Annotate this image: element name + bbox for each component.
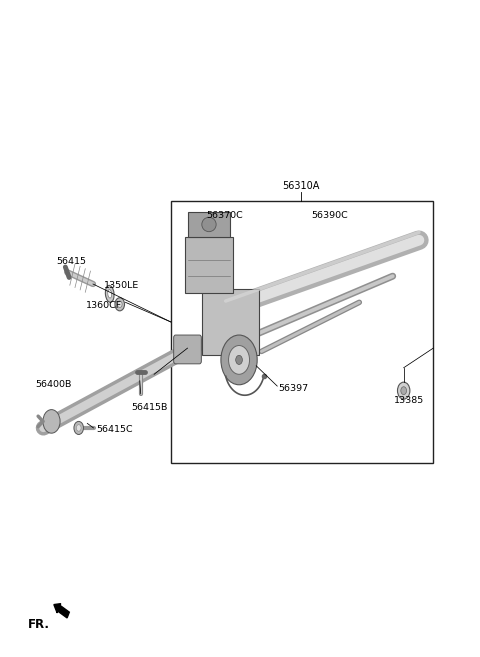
Circle shape	[74, 421, 84, 434]
Text: 56310A: 56310A	[282, 181, 320, 191]
Ellipse shape	[108, 290, 112, 298]
Text: 1360CF: 1360CF	[86, 301, 122, 310]
Text: 56415B: 56415B	[131, 403, 168, 411]
Text: 56397: 56397	[278, 384, 308, 393]
Circle shape	[76, 424, 81, 431]
Circle shape	[43, 409, 60, 433]
Circle shape	[401, 387, 407, 395]
Text: 56415C: 56415C	[96, 425, 132, 434]
Circle shape	[228, 346, 250, 374]
FancyBboxPatch shape	[185, 237, 233, 292]
FancyBboxPatch shape	[188, 212, 230, 237]
Ellipse shape	[105, 285, 114, 302]
Text: 56370C: 56370C	[206, 212, 243, 221]
Text: 56390C: 56390C	[312, 212, 348, 221]
FancyArrow shape	[54, 604, 69, 618]
Circle shape	[221, 335, 257, 385]
Ellipse shape	[202, 217, 216, 232]
Circle shape	[236, 355, 242, 365]
Text: 1350LE: 1350LE	[104, 281, 139, 290]
Ellipse shape	[117, 301, 122, 307]
Circle shape	[397, 382, 410, 399]
FancyBboxPatch shape	[202, 289, 259, 355]
Bar	[171, 201, 433, 463]
FancyBboxPatch shape	[174, 335, 201, 364]
Text: FR.: FR.	[28, 618, 49, 631]
Ellipse shape	[115, 298, 124, 311]
Text: 13385: 13385	[394, 396, 424, 405]
Text: 56415: 56415	[56, 257, 86, 265]
Text: 56400B: 56400B	[36, 380, 72, 388]
